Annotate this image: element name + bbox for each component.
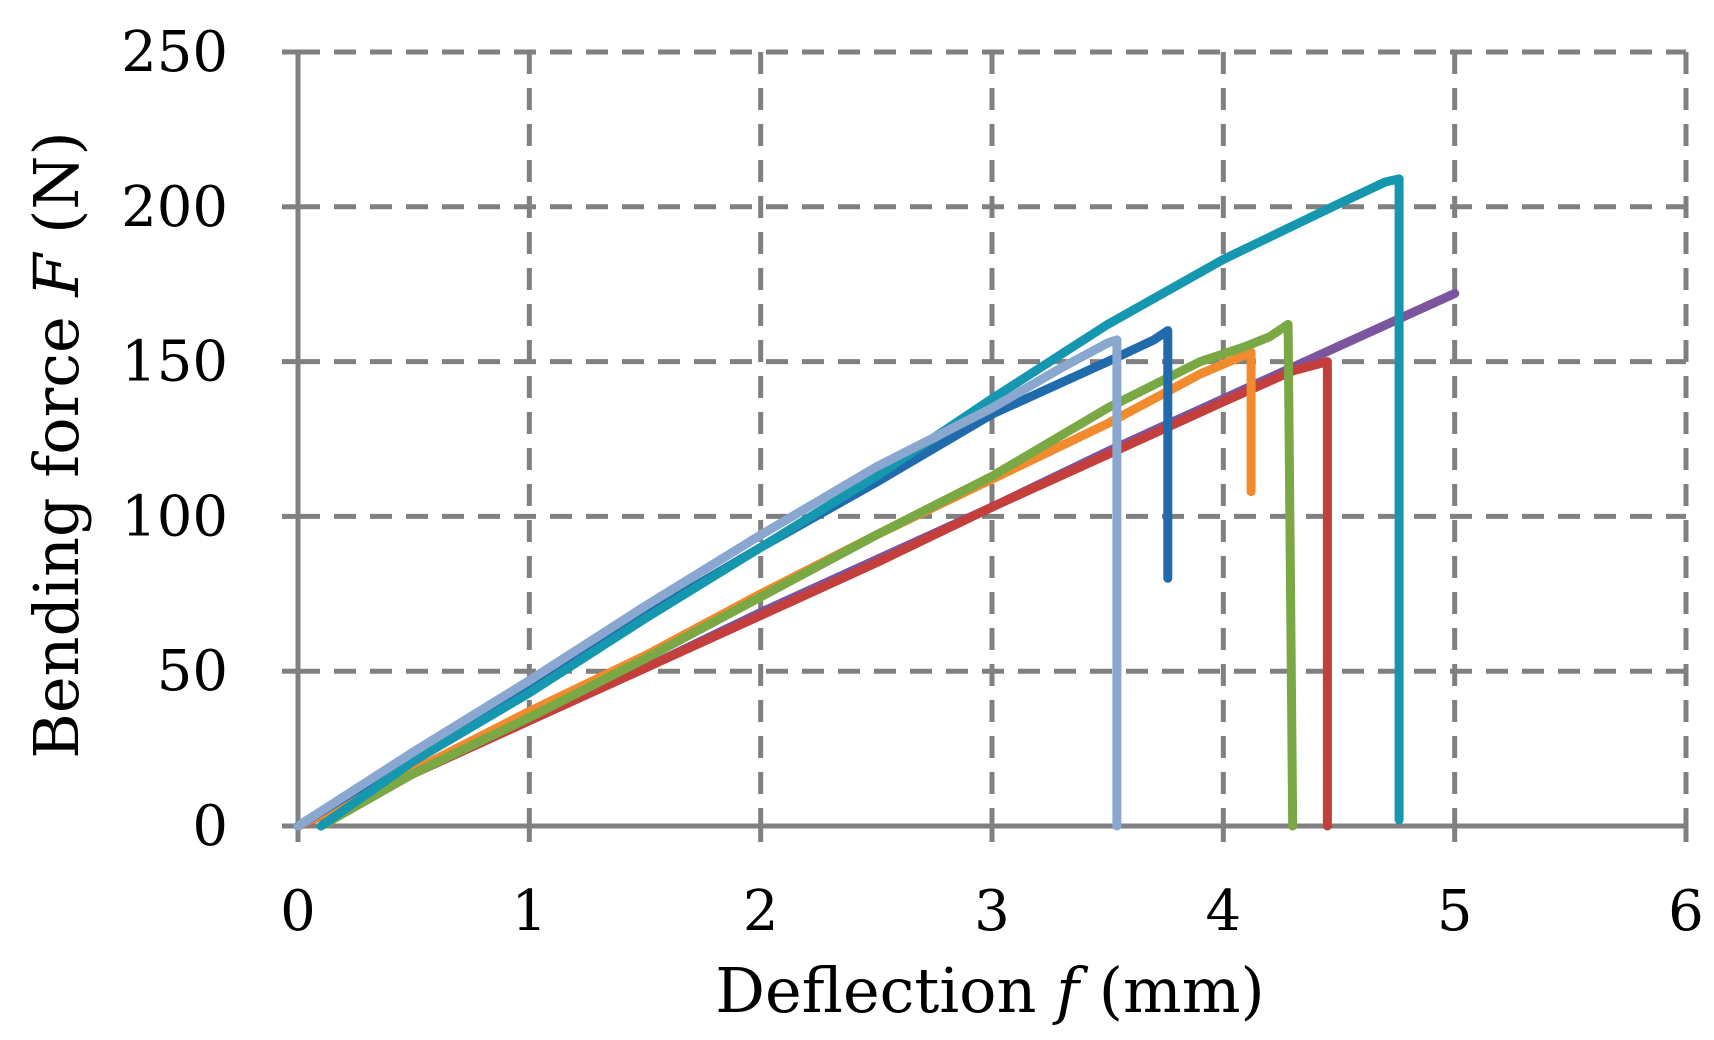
y-tick-label-5: 250	[121, 20, 228, 85]
axes	[282, 49, 1689, 842]
y-axis-title: Bending force F (N)	[20, 131, 93, 758]
x-tick-labels: 0 1 2 3 4 5 6	[280, 879, 1704, 944]
grid	[298, 49, 1689, 826]
series-line-4	[316, 319, 1298, 831]
x-tick-label-6: 6	[1668, 879, 1704, 944]
x-axis-title: Deflection f (mm)	[715, 954, 1265, 1027]
x-tick-label-5: 5	[1437, 879, 1473, 944]
series-line-7	[293, 335, 1122, 831]
x-tick-label-2: 2	[743, 879, 779, 944]
y-tick-label-0: 0	[192, 794, 228, 859]
x-tick-label-0: 0	[280, 879, 316, 944]
y-tick-label-1: 50	[157, 639, 228, 704]
y-tick-label-4: 200	[121, 175, 228, 240]
y-tick-label-3: 150	[121, 330, 228, 395]
x-tick-label-4: 4	[1206, 879, 1242, 944]
series-line-6	[316, 174, 1404, 831]
x-tick-label-1: 1	[512, 879, 548, 944]
y-tick-label-2: 100	[121, 484, 228, 549]
series-lines	[293, 174, 1460, 831]
y-tick-labels: 0 50 100 150 200 250	[121, 20, 228, 859]
x-tick-label-3: 3	[974, 879, 1010, 944]
